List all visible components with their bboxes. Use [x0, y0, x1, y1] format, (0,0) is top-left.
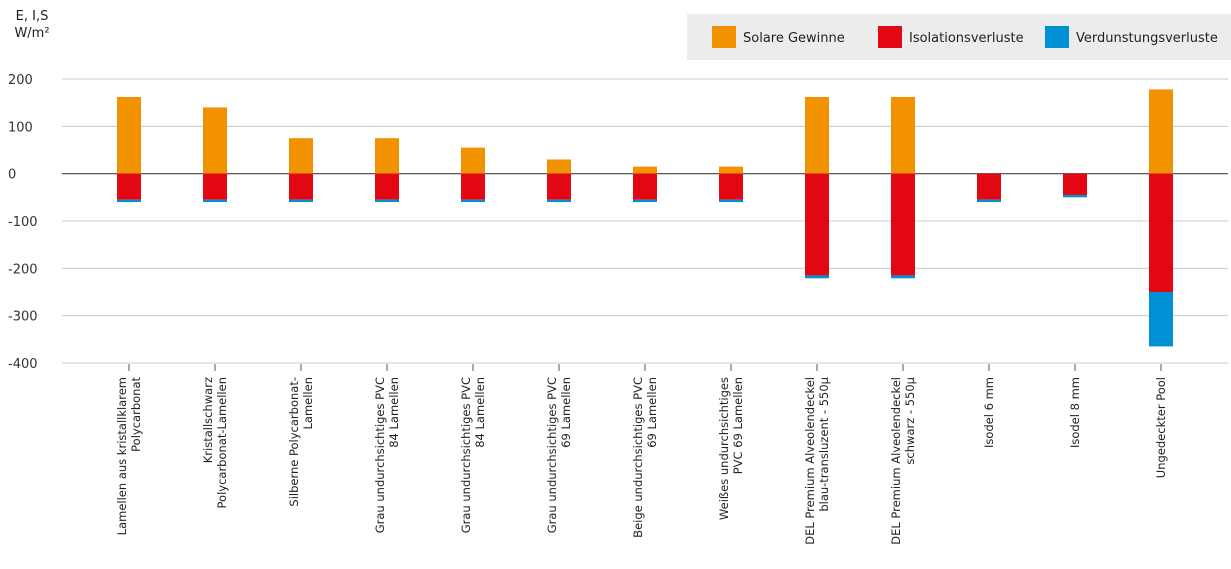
bar-segment-insulation: [375, 173, 399, 200]
bar-segment-evaporation: [203, 199, 227, 203]
svg-text:Grau undurchsichtiges PVC69 La: Grau undurchsichtiges PVC69 Lamellen: [545, 377, 573, 533]
bar-segment-solar: [375, 138, 399, 174]
bar-segment-evaporation: [633, 199, 657, 203]
x-category-label: Weißes undurchsichtigesPVC 69 Lamellen: [717, 377, 745, 520]
bar-segment-solar: [805, 96, 829, 174]
y-tick-label: ‑100: [8, 215, 38, 230]
bar-segment-solar: [461, 147, 485, 174]
bar-segment-evaporation: [891, 275, 915, 279]
bar-segment-insulation: [289, 173, 313, 200]
svg-text:Ungedeckter Pool: Ungedeckter Pool: [1154, 377, 1168, 478]
bar-segment-insulation: [891, 173, 915, 276]
x-category-label: Grau undurchsichtiges PVC84 Lamellen: [459, 377, 487, 533]
legend-entry-label: Verdunstungsverluste: [1076, 31, 1218, 46]
y-tick-label: ‑200: [8, 262, 38, 277]
bar-segment-insulation: [203, 173, 227, 200]
x-category-label: KristallschwarzPolycarbonat-Lamellen: [201, 377, 229, 508]
bar-segment-insulation: [633, 173, 657, 200]
bar-segment-evaporation: [289, 199, 313, 203]
x-category-label: DEL Premium Alveolendeckelblau-transluze…: [803, 376, 831, 544]
bar-segment-solar: [203, 107, 227, 174]
legend-box: [687, 14, 1231, 60]
bar-segment-evaporation: [547, 199, 571, 203]
svg-text:Beige undurchsichtiges PVC69 L: Beige undurchsichtiges PVC69 Lamellen: [631, 377, 659, 538]
bar-segment-insulation: [547, 173, 571, 200]
svg-text:Weißes undurchsichtigesPVC 69: Weißes undurchsichtigesPVC 69 Lamellen: [717, 377, 745, 520]
svg-text:Lamellen aus kristallklaremPol: Lamellen aus kristallklaremPolycarbonat: [115, 377, 143, 536]
y-tick-label: 200: [8, 73, 33, 88]
bar-segment-insulation: [805, 173, 829, 276]
x-category-label: Lamellen aus kristallklaremPolycarbonat: [115, 377, 143, 536]
y-tick-label: ‑300: [8, 310, 38, 325]
bar-segment-evaporation: [719, 199, 743, 203]
y-tick-label: ‑400: [8, 357, 38, 372]
x-category-label: Beige undurchsichtiges PVC69 Lamellen: [631, 377, 659, 538]
bar-segment-evaporation: [461, 199, 485, 203]
x-category-label: Isodel 6 mm: [982, 377, 996, 448]
svg-text:KristallschwarzPolycarbonat-La: KristallschwarzPolycarbonat-Lamellen: [201, 377, 229, 508]
bar-segment-evaporation: [977, 199, 1001, 203]
x-category-label: Grau undurchsichtiges PVC69 Lamellen: [545, 377, 573, 533]
bar-segment-insulation: [117, 173, 141, 200]
y-tick-label: 0: [8, 168, 16, 183]
y-axis-unit-label: E, I,S: [16, 9, 49, 24]
y-tick-label: 100: [8, 120, 33, 135]
bar-segment-solar: [289, 138, 313, 174]
svg-text:Isodel 8 mm: Isodel 8 mm: [1068, 377, 1082, 448]
legend-swatch: [878, 26, 902, 48]
bar-segment-solar: [547, 159, 571, 174]
bar-segment-evaporation: [805, 275, 829, 279]
x-category-label: DEL Premium Alveolendeckelschwarz - 550µ: [889, 376, 917, 544]
bar-segment-insulation: [1063, 173, 1087, 195]
x-category-label: Silberne Polycarbonat-Lamellen: [287, 377, 315, 507]
x-category-label: Isodel 8 mm: [1068, 377, 1082, 448]
legend-entry-label: Isolationsverluste: [909, 31, 1024, 46]
y-axis-unit-label: W/m²: [14, 26, 49, 41]
bar-segment-evaporation: [1149, 292, 1173, 347]
svg-text:Isodel 6 mm: Isodel 6 mm: [982, 377, 996, 448]
legend-entry-label: Solare Gewinne: [743, 31, 845, 46]
bar-segment-solar: [719, 166, 743, 174]
bar-segment-insulation: [1149, 173, 1173, 292]
bar-segment-evaporation: [1063, 194, 1087, 198]
svg-text:Silberne Polycarbonat-Lamellen: Silberne Polycarbonat-Lamellen: [287, 377, 315, 507]
x-category-label: Ungedeckter Pool: [1154, 377, 1168, 478]
svg-text:Grau undurchsichtiges PVC84 La: Grau undurchsichtiges PVC84 Lamellen: [459, 377, 487, 533]
x-category-label: Grau undurchsichtiges PVC84 Lamellen: [373, 377, 401, 533]
bar-segment-solar: [1149, 89, 1173, 174]
bar-segment-evaporation: [375, 199, 399, 203]
legend-swatch: [712, 26, 736, 48]
svg-text:Grau undurchsichtiges PVC84 La: Grau undurchsichtiges PVC84 Lamellen: [373, 377, 401, 533]
bar-segment-evaporation: [117, 199, 141, 203]
bar-segment-insulation: [719, 173, 743, 200]
svg-text:DEL Premium Alveolendeckelschw: DEL Premium Alveolendeckelschwarz - 550µ: [889, 376, 917, 544]
svg-text:DEL Premium Alveolendeckelblau: DEL Premium Alveolendeckelblau-transluze…: [803, 376, 831, 544]
bar-segment-insulation: [461, 173, 485, 200]
bar-segment-solar: [117, 96, 141, 174]
legend-swatch: [1045, 26, 1069, 48]
bar-segment-solar: [891, 96, 915, 174]
bar-segment-solar: [633, 166, 657, 174]
bar-segment-insulation: [977, 173, 1001, 200]
